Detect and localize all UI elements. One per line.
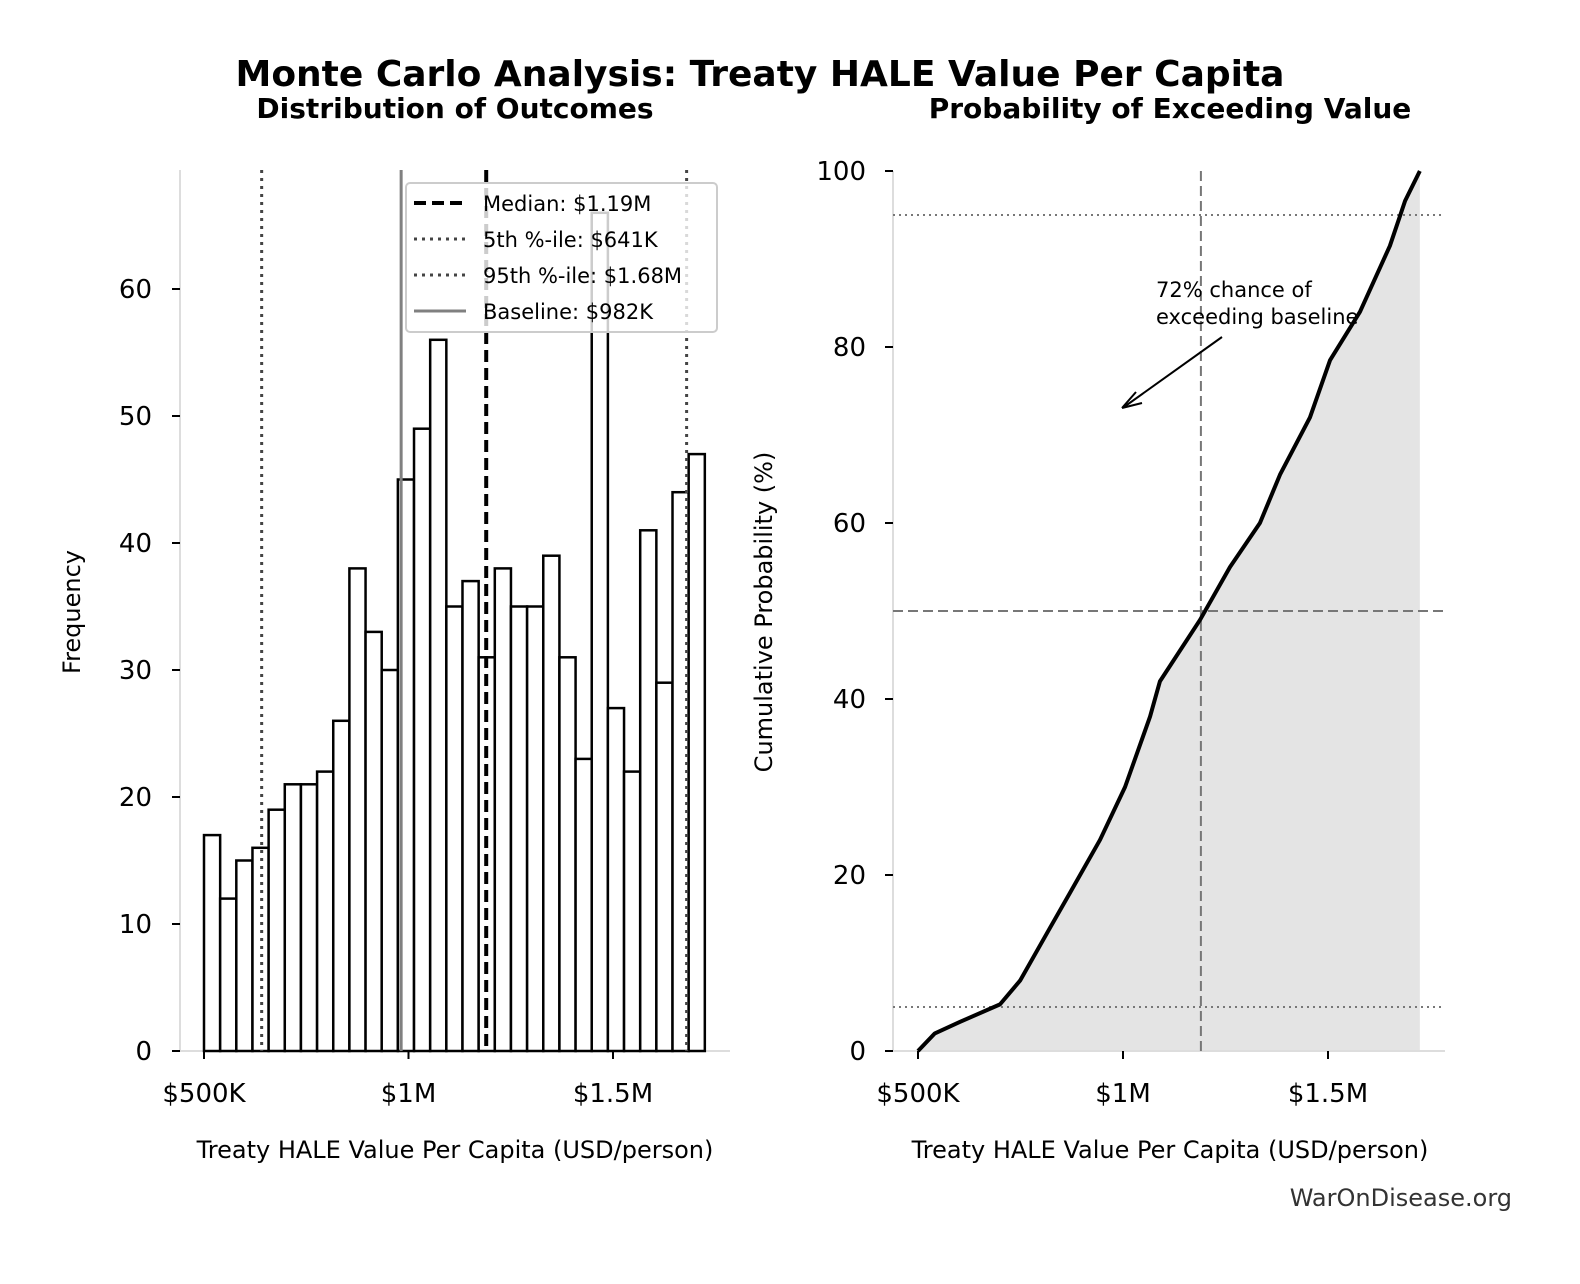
annotation-text: 72% chance of bbox=[1156, 278, 1312, 302]
y-tick-label: 0 bbox=[849, 1037, 866, 1067]
histogram-bar bbox=[655, 681, 674, 1053]
histogram-bar bbox=[542, 554, 561, 1053]
x-tick-label: $500K bbox=[876, 1079, 960, 1109]
histogram-bar bbox=[622, 770, 642, 1053]
y-tick-label: 20 bbox=[833, 861, 866, 891]
left-ylabel: Frequency bbox=[58, 550, 86, 674]
x-tick-label: $1.5M bbox=[573, 1079, 653, 1109]
histogram-bar bbox=[315, 770, 335, 1053]
histogram-bar bbox=[202, 833, 222, 1053]
y-tick-label: 50 bbox=[119, 402, 152, 432]
histogram-bar bbox=[574, 757, 593, 1053]
figure-title: Monte Carlo Analysis: Treaty HALE Value … bbox=[236, 54, 1285, 95]
histogram-bar bbox=[331, 719, 351, 1053]
histogram-bar bbox=[493, 567, 513, 1053]
legend-label: Baseline: $982K bbox=[483, 300, 654, 324]
y-tick-label: 80 bbox=[833, 333, 866, 363]
histogram-bar bbox=[218, 897, 238, 1053]
y-tick-label: 0 bbox=[135, 1037, 152, 1067]
annotation-text: exceeding baseline bbox=[1156, 305, 1358, 329]
histogram-bar bbox=[606, 706, 626, 1053]
histogram-bar bbox=[558, 656, 577, 1053]
histogram-bar bbox=[590, 211, 610, 1053]
histogram-bar bbox=[299, 783, 319, 1053]
y-tick-label: 60 bbox=[833, 509, 866, 539]
legend-label: 95th %-ile: $1.68M bbox=[483, 264, 682, 288]
cdf-area bbox=[918, 171, 1420, 1051]
cdf-panel: 0 20 40 60 80 100 $500K $1M $1.5M 72% chance of ex… bbox=[816, 157, 1445, 1109]
histogram-bar bbox=[235, 859, 254, 1053]
histogram-bar bbox=[348, 567, 367, 1053]
y-tick-label: 30 bbox=[119, 656, 152, 686]
x-tick-label: $1.5M bbox=[1288, 1079, 1368, 1109]
y-tick-label: 40 bbox=[833, 685, 866, 715]
x-tick-label: $1M bbox=[1095, 1079, 1151, 1109]
histogram-bar bbox=[283, 783, 303, 1053]
y-tick-label: 20 bbox=[119, 783, 152, 813]
x-tick-label: $1M bbox=[381, 1079, 437, 1109]
right-chart-title: Probability of Exceeding Value bbox=[929, 92, 1412, 125]
histogram-bar bbox=[687, 452, 707, 1053]
watermark: WarOnDisease.org bbox=[1290, 1184, 1512, 1212]
y-tick-label: 10 bbox=[119, 910, 152, 940]
x-tick-label: $500K bbox=[162, 1079, 246, 1109]
y-tick-label: 60 bbox=[119, 275, 152, 305]
legend-box bbox=[405, 182, 718, 333]
histogram-bar bbox=[509, 605, 529, 1053]
legend-label: Median: $1.19M bbox=[483, 192, 651, 216]
histogram-panel: 0 10 20 30 40 50 60 $500K $1M $1.5M Median: $1.19M… bbox=[119, 170, 730, 1109]
left-xlabel: Treaty HALE Value Per Capita (USD/person… bbox=[196, 1136, 714, 1164]
histogram-bar bbox=[445, 605, 464, 1053]
histogram-bar bbox=[267, 808, 287, 1053]
histogram-bar bbox=[428, 338, 448, 1053]
histogram-bar bbox=[638, 529, 658, 1053]
annotation-arrow bbox=[1123, 336, 1223, 408]
left-chart-title: Distribution of Outcomes bbox=[256, 92, 653, 125]
cdf-line bbox=[916, 170, 1422, 1053]
right-xlabel: Treaty HALE Value Per Capita (USD/person… bbox=[911, 1136, 1429, 1164]
histogram-bar bbox=[380, 668, 400, 1053]
arrow-head-icon bbox=[1121, 391, 1143, 409]
y-tick-label: 100 bbox=[816, 157, 866, 187]
histogram-bar bbox=[525, 605, 545, 1053]
y-tick-label: 40 bbox=[119, 529, 152, 559]
histogram-bar bbox=[412, 427, 432, 1053]
right-ylabel: Cumulative Probability (%) bbox=[750, 452, 778, 773]
histogram-bar bbox=[461, 579, 480, 1053]
legend-label: 5th %-ile: $641K bbox=[483, 228, 659, 252]
histogram-bar bbox=[364, 630, 383, 1053]
